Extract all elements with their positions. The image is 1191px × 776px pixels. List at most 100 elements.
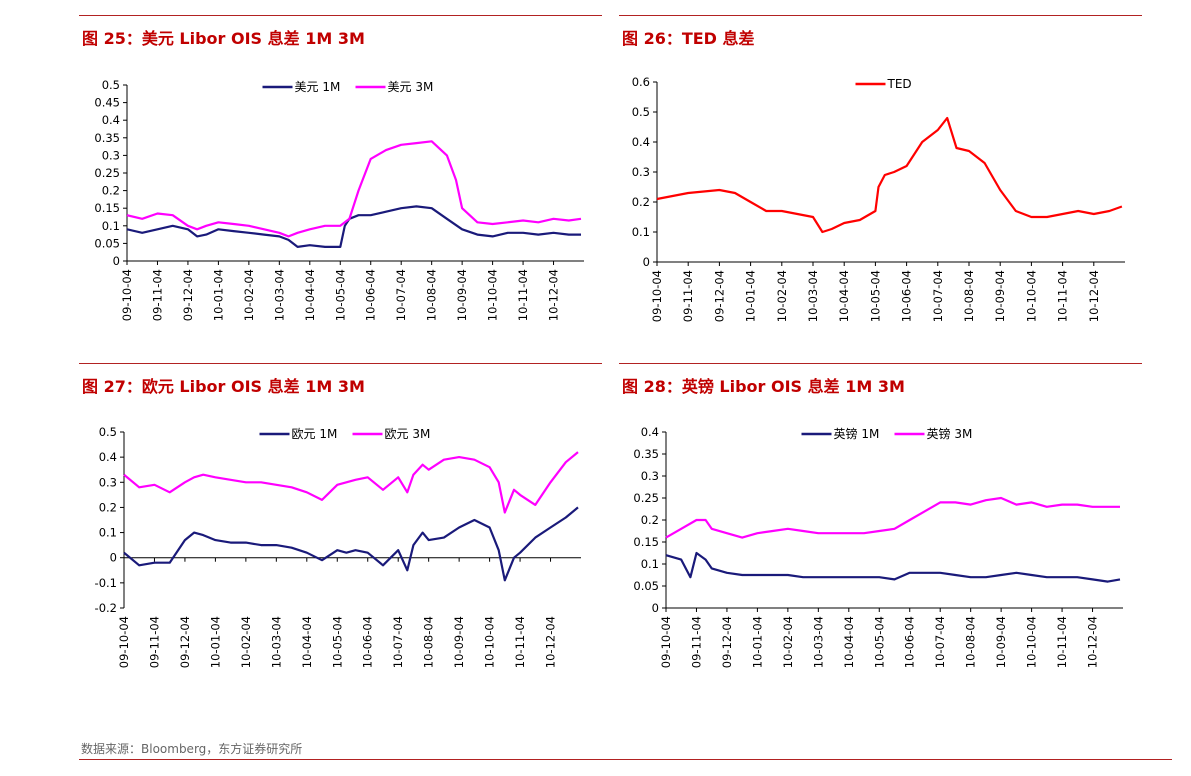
x-tick-label: 09-12-04 (712, 270, 726, 322)
series-line (123, 506, 579, 582)
x-tick-label: 10-07-04 (931, 270, 945, 322)
panel-rule (619, 15, 1142, 16)
y-tick-label: 0.5 (632, 105, 650, 119)
y-tick-label: 0.1 (632, 225, 650, 239)
x-tick-label: 10-01-04 (750, 616, 764, 668)
source-note: 数据来源：Bloomberg，东方证券研究所 (81, 742, 303, 756)
x-tick-label: 10-03-04 (272, 269, 286, 321)
x-tick-label: 09-12-04 (720, 616, 734, 668)
x-tick-label: 10-10-04 (486, 269, 500, 321)
y-tick-label: 0.05 (633, 579, 659, 593)
x-tick-label: 10-09-04 (452, 616, 466, 668)
chart-panel-26: 图 26：TED 息差 0 0.1 0.2 0.3 0.4 0.5 0.6 09-10-04 0… (619, 15, 1142, 335)
series-line (656, 116, 1123, 234)
panel-rule (619, 363, 1142, 364)
x-tick-label: 10-08-04 (425, 269, 439, 321)
y-tick-label: 0.4 (102, 113, 120, 127)
y-tick-label: 0.2 (99, 500, 117, 514)
x-tick-label: 10-07-04 (394, 269, 408, 321)
legend-label: 欧元 3M (385, 427, 431, 441)
x-tick-label: 10-03-04 (806, 270, 820, 322)
x-tick-label: 10-02-04 (781, 616, 795, 668)
x-tick-label: 10-11-04 (1055, 616, 1069, 668)
x-tick-label: 10-07-04 (391, 616, 405, 668)
x-tick-label: 10-03-04 (269, 616, 283, 668)
y-tick-label: 0.3 (641, 469, 659, 483)
y-tick-label: 0.2 (632, 195, 650, 209)
x-tick-label: 09-10-04 (650, 270, 664, 322)
y-tick-label: 0.3 (102, 148, 120, 162)
x-tick-label: 10-05-04 (868, 270, 882, 322)
x-tick-label: 09-11-04 (681, 270, 695, 322)
y-tick-label: 0.05 (94, 236, 120, 250)
y-tick-label: 0.2 (641, 513, 659, 527)
footer-rule (79, 759, 1172, 760)
y-tick-label: 0.25 (633, 491, 659, 505)
x-tick-label: 10-11-04 (1056, 270, 1070, 322)
y-tick-label: -0.1 (95, 576, 117, 590)
y-tick-label: 0 (643, 255, 650, 269)
y-tick-label: -0.2 (95, 601, 117, 615)
x-tick-label: 10-06-04 (364, 269, 378, 321)
x-tick-label: 10-11-04 (516, 269, 530, 321)
y-tick-label: 0.5 (99, 425, 117, 439)
x-tick-label: 10-07-04 (933, 616, 947, 668)
x-tick-label: 10-09-04 (993, 270, 1007, 322)
chart-28: 0 0.05 0.1 0.15 0.2 0.25 0.3 0.35 0.4 09-10-04 09-… (633, 425, 1123, 668)
y-tick-label: 0 (113, 254, 120, 268)
x-tick-label: 10-10-04 (483, 616, 497, 668)
x-tick-label: 10-04-04 (303, 269, 317, 321)
y-tick-label: 0.4 (632, 135, 650, 149)
y-tick-label: 0.6 (632, 75, 650, 89)
x-tick-label: 10-02-04 (775, 270, 789, 322)
x-tick-label: 10-08-04 (962, 270, 976, 322)
x-tick-label: 10-06-04 (900, 270, 914, 322)
chart-25: 0 0.05 0.1 0.15 0.2 0.25 0.3 0.35 0.4 0.45 0.5 09-1… (94, 78, 584, 321)
x-tick-label: 10-12-04 (1086, 616, 1100, 668)
x-tick-label: 09-10-04 (120, 269, 134, 321)
x-tick-label: 10-12-04 (1087, 270, 1101, 322)
chart-panel-28: 图 28：英镑 Libor OIS 息差 1M 3M 0 0.05 0.1 0.15 0… (619, 363, 1142, 683)
chart-title: 图 26：TED 息差 (622, 29, 755, 48)
x-tick-label: 10-08-04 (964, 616, 978, 668)
series-line (665, 496, 1120, 539)
x-tick-label: 10-02-04 (239, 616, 253, 668)
x-tick-label: 09-11-04 (150, 269, 164, 321)
y-tick-label: 0.3 (632, 165, 650, 179)
x-tick-label: 10-04-04 (300, 616, 314, 668)
y-tick-label: 0.35 (94, 131, 120, 145)
x-tick-label: 10-06-04 (361, 616, 375, 668)
chart-title: 图 27：欧元 Libor OIS 息差 1M 3M (82, 377, 365, 396)
x-tick-label: 10-05-04 (872, 616, 886, 668)
y-tick-label: 0.5 (102, 78, 120, 92)
series-line (123, 451, 579, 514)
legend-label: 英镑 3M (927, 426, 973, 441)
panel-rule (79, 363, 602, 364)
x-tick-label: 10-10-04 (1024, 270, 1038, 322)
x-tick-label: 09-12-04 (181, 269, 195, 321)
legend-label: 英镑 1M (834, 426, 880, 441)
y-tick-label: 0.35 (633, 447, 659, 461)
x-tick-label: 10-10-04 (1025, 616, 1039, 668)
series-line (665, 551, 1121, 583)
legend-label: 美元 1M (295, 80, 341, 94)
legend-label: TED (887, 77, 912, 91)
y-tick-label: 0.45 (94, 96, 120, 110)
x-tick-label: 10-08-04 (422, 616, 436, 668)
x-tick-label: 10-01-04 (744, 270, 758, 322)
x-tick-label: 09-10-04 (117, 616, 131, 668)
y-tick-label: 0.3 (99, 475, 117, 489)
x-tick-label: 10-06-04 (903, 616, 917, 668)
series-line (126, 140, 582, 238)
chart-27: -0.2 -0.1 0 0.1 0.2 0.3 0.4 0.5 09-10-04 09-11-04… (95, 425, 581, 668)
x-tick-label: 09-10-04 (659, 616, 673, 668)
panel-rule (79, 15, 602, 16)
x-tick-label: 10-01-04 (211, 269, 225, 321)
x-tick-label: 09-12-04 (178, 616, 192, 668)
x-tick-label: 10-02-04 (242, 269, 256, 321)
x-tick-label: 10-05-04 (333, 269, 347, 321)
x-tick-label: 10-09-04 (455, 269, 469, 321)
x-tick-label: 10-12-04 (544, 616, 558, 668)
y-tick-label: 0.4 (99, 450, 117, 464)
x-tick-label: 10-05-04 (330, 616, 344, 668)
